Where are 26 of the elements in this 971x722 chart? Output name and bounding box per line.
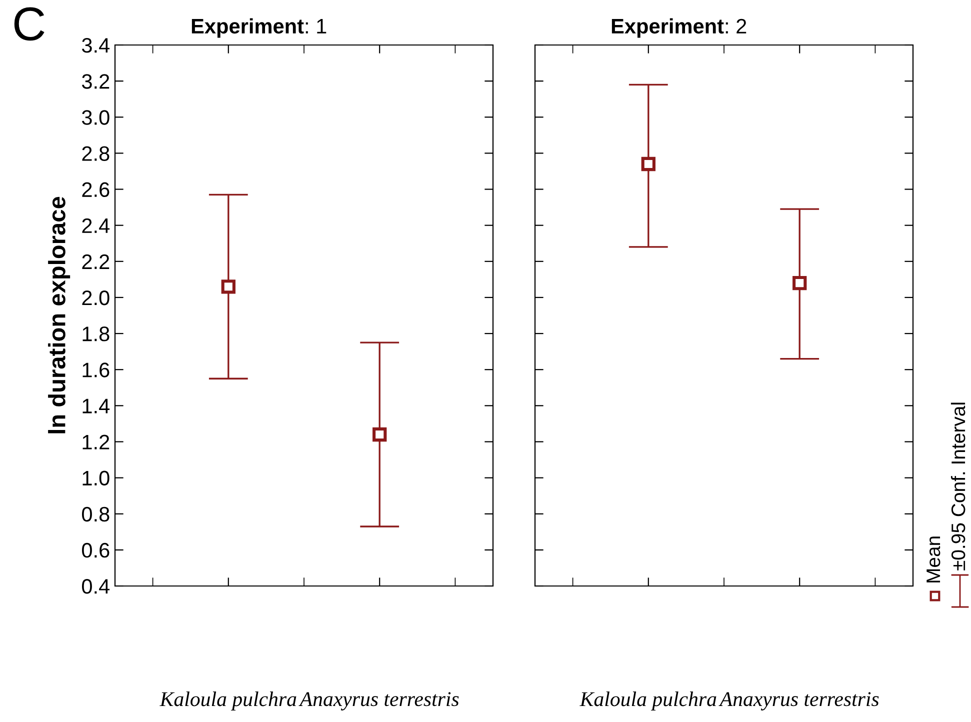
y-tick-label: 2.4: [82, 218, 110, 233]
x-tick-label: Anaxyrus terrestris: [298, 692, 459, 710]
x-tick-label: Kaloula pulchra: [580, 692, 716, 710]
y-tick-label: 1.0: [82, 470, 110, 486]
y-tick-label: 1.6: [82, 362, 110, 378]
chart-title: Experiment: 2: [612, 18, 746, 38]
y-tick-label: 3.2: [82, 74, 110, 89]
y-tick-label: 2.6: [82, 182, 110, 198]
y-tick-label: 2.0: [82, 290, 110, 306]
y-tick-label: 1.8: [82, 326, 110, 342]
y-tick-label: 2.8: [82, 146, 110, 161]
y-tick-label: 2.2: [82, 254, 110, 269]
chart-title: Experiment: 1: [192, 18, 326, 38]
y-axis-title: ln duration explorace: [48, 196, 70, 434]
y-tick-label: 0.4: [82, 579, 110, 594]
text: Mean: [926, 536, 940, 582]
x-tick-label: Kaloula pulchra: [160, 692, 296, 710]
y-tick-label: 0.8: [82, 506, 110, 522]
y-tick-label: 3.0: [82, 110, 110, 125]
x-tick-label: Anaxyrus terrestris: [718, 692, 879, 710]
y-tick-label: 1.4: [82, 398, 110, 414]
y-tick-label: 0.6: [82, 542, 110, 558]
text: ±0.95 Conf. Interval: [950, 402, 966, 570]
text: C: [14, 7, 44, 41]
y-tick-label: 3.4: [82, 38, 110, 53]
y-tick-label: 1.2: [82, 434, 110, 450]
